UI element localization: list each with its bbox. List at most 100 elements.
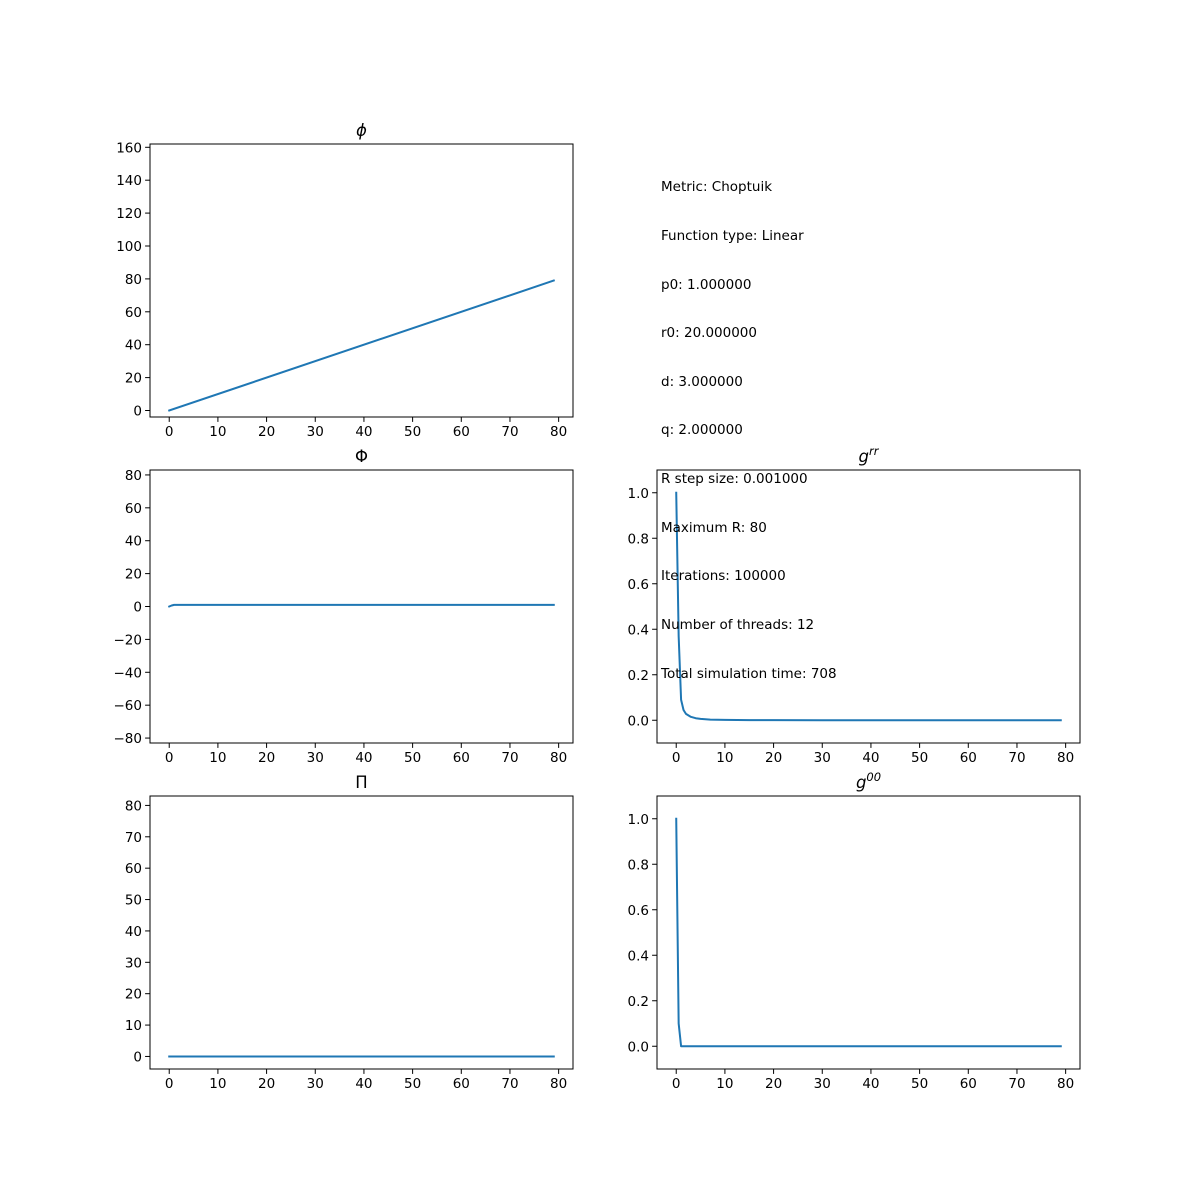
x-tick-label: 40 [862, 1076, 879, 1092]
x-tick-label: 10 [209, 750, 226, 766]
x-tick-label: 80 [1057, 750, 1074, 766]
y-tick-label: 1.0 [628, 486, 649, 502]
y-tick-label: 20 [125, 987, 142, 1003]
series-line [675, 491, 1062, 722]
x-tick-label: 20 [258, 424, 275, 440]
y-tick-label: 0 [133, 600, 142, 616]
y-tick-label: 0.8 [628, 531, 649, 547]
x-tick-label: 10 [209, 1076, 226, 1092]
x-tick-label: 40 [355, 1076, 372, 1092]
y-tick-label: 40 [125, 534, 142, 550]
chart-title-superscript: rr [869, 444, 880, 458]
x-tick-label: 0 [165, 424, 174, 440]
x-tick-label: 60 [453, 750, 470, 766]
x-tick-label: 0 [672, 750, 681, 766]
axes-frame [149, 795, 574, 1070]
y-tick-label: 60 [125, 501, 142, 517]
x-tick-label: 10 [716, 750, 733, 766]
x-tick-label: 60 [960, 1076, 977, 1092]
x-tick-label: 30 [814, 1076, 831, 1092]
series-line [675, 817, 1062, 1048]
y-tick-label: 60 [125, 305, 142, 321]
info-line: d: 3.000000 [661, 373, 743, 390]
axes-frame [149, 143, 574, 418]
x-tick-label: 20 [258, 1076, 275, 1092]
x-tick-label: 0 [672, 1076, 681, 1092]
x-tick-label: 50 [911, 1076, 928, 1092]
x-tick-label: 20 [765, 750, 782, 766]
x-tick-label: 30 [307, 424, 324, 440]
y-tick-label: 1.0 [628, 812, 649, 828]
x-tick-label: 80 [1057, 1076, 1074, 1092]
y-tick-label: 80 [125, 798, 142, 814]
x-tick-label: 60 [453, 1076, 470, 1092]
chart-title: Φ [355, 447, 368, 466]
y-tick-label: 20 [125, 567, 142, 583]
info-line: R step size: 0.001000 [661, 471, 808, 488]
chart-title: ϕ [356, 121, 367, 140]
panel-Phi: 0 10 20 30 40 50 60 70 80 −80 −60 −40 −20 0 20 40 60 80 Φ [114, 447, 574, 766]
y-tick-label: 70 [125, 830, 142, 846]
y-tick-label: 0.6 [628, 577, 649, 593]
panel-Pi: 0 10 20 30 40 50 60 70 80 0 10 20 30 40 50 60 70 80 Π [125, 773, 574, 1092]
x-tick-label: 70 [1008, 750, 1025, 766]
y-tick-label: 0.0 [628, 713, 649, 729]
info-line: Total simulation time: 708 [661, 665, 837, 682]
y-tick-label: 120 [116, 206, 142, 222]
chart-title-superscript: 00 [866, 770, 881, 784]
y-tick-label: 0 [133, 1049, 142, 1065]
info-line: Function type: Linear [661, 228, 804, 245]
x-tick-label: 0 [165, 750, 174, 766]
x-tick-label: 50 [404, 750, 421, 766]
info-line: r0: 20.000000 [661, 325, 757, 342]
y-tick-label: 0.4 [628, 948, 649, 964]
series-line [167, 603, 555, 608]
axes-frame [656, 795, 1081, 1070]
y-tick-label: −20 [114, 632, 143, 648]
x-tick-label: 70 [501, 1076, 518, 1092]
x-tick-label: 40 [355, 750, 372, 766]
y-tick-label: −60 [114, 698, 143, 714]
panel-phi: 0 10 20 30 40 50 60 70 80 0 20 40 60 80 100 120 140 160 ϕ [116, 121, 574, 440]
x-tick-label: 70 [501, 750, 518, 766]
x-tick-label: 50 [404, 1076, 421, 1092]
y-tick-label: 40 [125, 338, 142, 354]
x-tick-label: 60 [960, 750, 977, 766]
x-tick-label: 20 [258, 750, 275, 766]
y-tick-label: 160 [116, 140, 142, 156]
y-tick-label: 0.4 [628, 622, 649, 638]
x-tick-label: 70 [1008, 1076, 1025, 1092]
x-tick-label: 30 [814, 750, 831, 766]
y-tick-label: 0 [133, 404, 142, 420]
x-tick-label: 40 [862, 750, 879, 766]
chart-title: Π [355, 773, 367, 792]
info-line: p0: 1.000000 [661, 276, 752, 293]
y-tick-label: 10 [125, 1018, 142, 1034]
x-tick-label: 30 [307, 1076, 324, 1092]
y-tick-label: 100 [116, 239, 142, 255]
y-tick-label: 0.2 [628, 668, 649, 684]
x-tick-label: 0 [165, 1076, 174, 1092]
x-tick-label: 80 [550, 750, 567, 766]
x-tick-label: 10 [209, 424, 226, 440]
y-tick-label: 60 [125, 861, 142, 877]
series-line [167, 279, 556, 412]
y-tick-label: 0.0 [628, 1039, 649, 1055]
x-tick-label: 40 [355, 424, 372, 440]
y-tick-label: 40 [125, 924, 142, 940]
x-tick-label: 80 [550, 424, 567, 440]
axes-frame [656, 469, 1081, 744]
x-tick-label: 30 [307, 750, 324, 766]
x-tick-label: 20 [765, 1076, 782, 1092]
y-tick-label: 0.6 [628, 903, 649, 919]
y-tick-label: −80 [114, 731, 143, 747]
x-tick-label: 50 [404, 424, 421, 440]
y-tick-label: 30 [125, 955, 142, 971]
simulation-info: Metric: Choptuik Function type: Linear p… [661, 147, 837, 698]
y-tick-label: 0.2 [628, 994, 649, 1010]
x-tick-label: 70 [501, 424, 518, 440]
y-tick-label: 20 [125, 371, 142, 387]
